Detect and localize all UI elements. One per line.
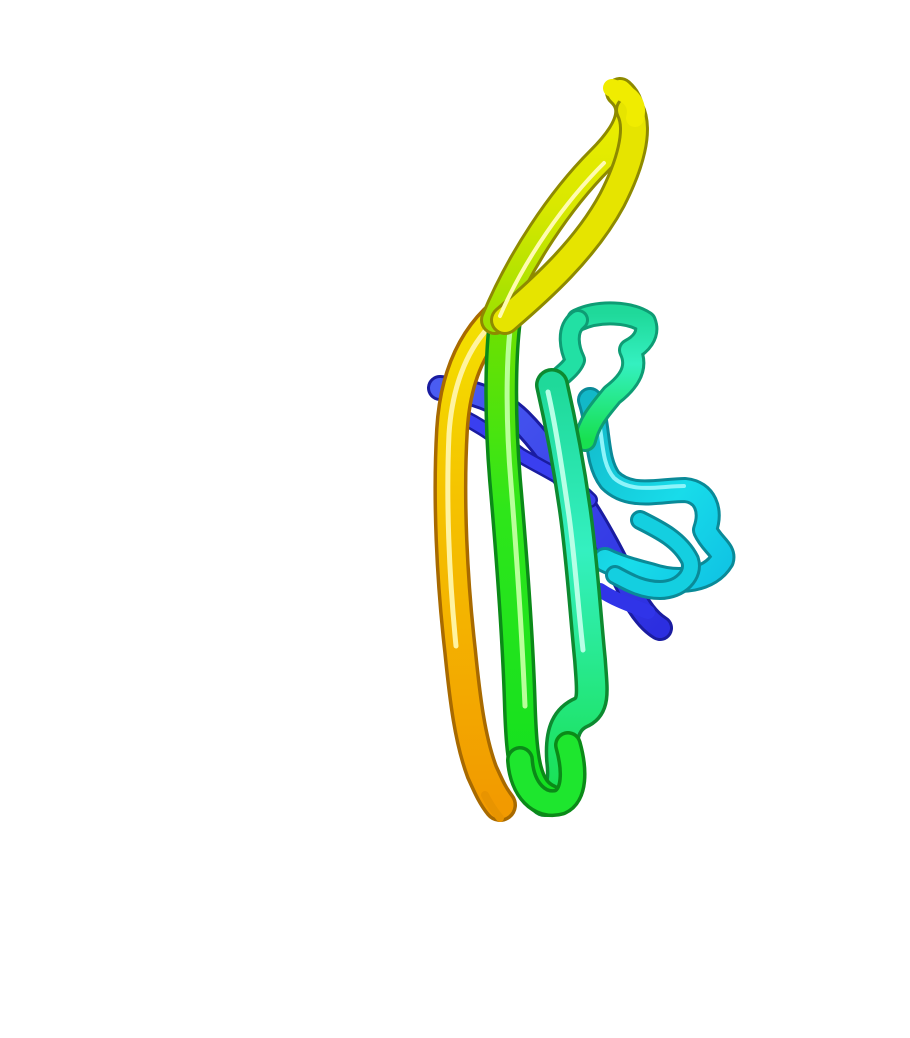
yellow-hairpin <box>480 77 649 335</box>
orange-strand <box>433 303 517 822</box>
cyan-loop <box>577 387 736 600</box>
green-bottom-loop <box>506 731 587 818</box>
